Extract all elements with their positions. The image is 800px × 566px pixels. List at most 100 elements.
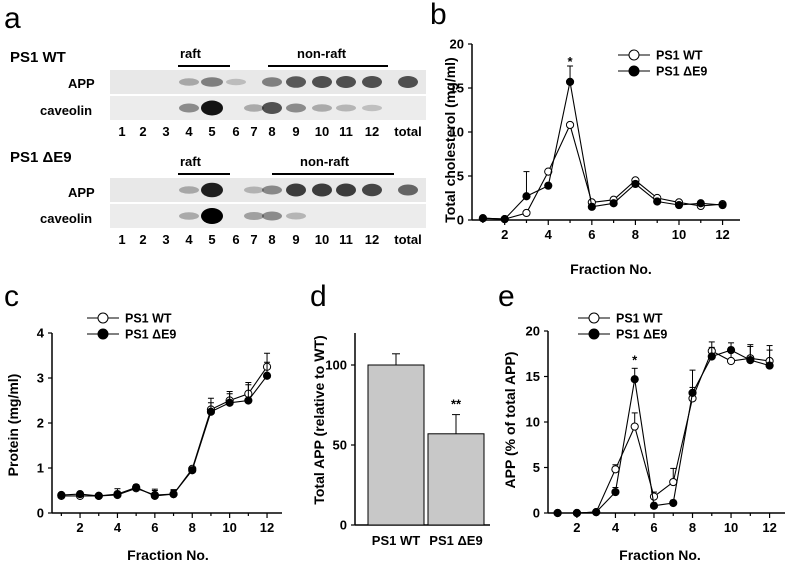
blot-band: [362, 183, 382, 197]
x-tick-label: 2: [76, 520, 83, 535]
blot-band: [244, 104, 264, 112]
lane-number: 4: [185, 232, 193, 247]
blot-band: [362, 104, 382, 112]
panel-letter-e: e: [498, 280, 515, 313]
data-point-filled: [587, 202, 596, 211]
blot-bands: [179, 76, 418, 88]
blot-band: [286, 103, 306, 113]
data-point-open: [522, 208, 531, 218]
lane-number: 1: [118, 232, 125, 247]
y-tick-label: 1: [37, 461, 44, 476]
blot-band: [262, 185, 282, 195]
legend-label: PS1 ΔE9: [125, 328, 176, 342]
x-tick-label: 12: [762, 520, 776, 535]
panel-letter-c: c: [4, 280, 19, 313]
blot-band: [262, 211, 282, 221]
data-point-filled: [188, 466, 197, 475]
x-tick-label: 8: [689, 520, 696, 535]
lane-numbers: 1 2 3 4 5 6 7 8 9 10 11 12 total: [118, 124, 421, 139]
data-point-filled: [669, 498, 678, 508]
y-tick-label: 15: [450, 81, 464, 96]
data-point-filled: [57, 490, 66, 500]
x-axis-title: Fraction No.: [619, 547, 701, 563]
lane-number: 9: [292, 232, 299, 247]
data-point-filled: [688, 388, 697, 397]
data-point-filled: [718, 200, 727, 210]
lane-number: 2: [139, 124, 146, 139]
x-tick-label: 2: [501, 227, 508, 242]
blot-band: [336, 104, 356, 112]
lane-number: 2: [139, 232, 146, 247]
series-line: [557, 349, 770, 514]
lane-number: 7: [250, 124, 257, 139]
bar: [367, 364, 425, 526]
series-line: [61, 366, 268, 497]
data-point-filled: [244, 396, 253, 405]
data-point-filled: [94, 491, 103, 500]
x-axis-title: Fraction No.: [570, 261, 652, 277]
x-tick-label: 6: [650, 520, 657, 535]
y-axis-title: Total cholesterol (mg/ml): [442, 57, 458, 222]
chart-plot-area: 0 5 10 15 20 2 4 6 8 10 12 * PS1 WT PS1 ΔE9: [450, 37, 740, 242]
legend-marker: [97, 328, 109, 340]
data-point-open: [669, 477, 678, 487]
blot-bands: [179, 208, 306, 224]
blot-band: [179, 186, 199, 194]
series-line: [557, 350, 770, 514]
chart-plot-area: 0 5 10 15 20 2 4 6 8 10 12 * PS1 WT PS1 ΔE9: [526, 312, 785, 535]
blot-band: [262, 102, 282, 114]
data-point-filled: [113, 490, 122, 499]
panel-d-total-app-chart: d Total APP (relative to WT) 0 50 100 PS1 W…: [310, 280, 490, 548]
blot-band: [398, 76, 418, 88]
lane-number: total: [394, 124, 421, 139]
lane-number: 3: [162, 232, 169, 247]
lane-number: total: [394, 232, 421, 247]
lane-number: 10: [315, 232, 329, 247]
legend-label: PS1 ΔE9: [616, 328, 667, 342]
lane-number: 7: [250, 232, 257, 247]
data-point-filled: [630, 375, 639, 384]
lane-number: 8: [268, 232, 275, 247]
data-point-filled: [707, 352, 716, 361]
data-point-filled: [553, 508, 562, 518]
y-tick-label: 3: [37, 371, 44, 386]
blot-row-label: APP: [68, 76, 95, 91]
data-point-open: [630, 422, 639, 431]
blot-band: [312, 183, 332, 197]
data-point-filled: [478, 214, 487, 223]
significance-marker: *: [632, 352, 638, 367]
significance-marker: *: [568, 54, 574, 69]
blot-row-label: caveolin: [40, 103, 92, 118]
y-tick-label: 0: [457, 213, 464, 228]
data-point-filled: [674, 200, 684, 210]
data-point-filled: [609, 199, 618, 208]
panel-letter-b: b: [430, 0, 447, 31]
lane-number: 5: [208, 124, 215, 139]
data-point-open: [649, 492, 659, 501]
data-point-filled: [522, 192, 531, 201]
blot-band: [286, 183, 306, 197]
lane-number: 6: [232, 232, 239, 247]
blot-band: [226, 78, 246, 86]
series-line: [61, 375, 268, 497]
data-point-filled: [746, 356, 755, 365]
data-point-filled: [544, 181, 553, 190]
y-tick-label: 10: [526, 415, 540, 430]
legend-label: PS1 ΔE9: [656, 65, 707, 79]
blot-band: [286, 76, 306, 88]
lane-number: 9: [292, 124, 299, 139]
x-tick-label: 10: [672, 227, 686, 242]
panel-b-cholesterol-chart: b Total cholesterol (mg/ml) Fraction No.…: [430, 0, 740, 277]
lane-number: 8: [268, 124, 275, 139]
panel-letter-d: d: [310, 280, 327, 313]
nonraft-label-wt: non-raft: [297, 46, 347, 61]
lane-number: 12: [365, 232, 379, 247]
data-point-filled: [169, 490, 178, 499]
blot-band: [312, 76, 332, 88]
blot-bands: [179, 182, 418, 198]
blot-band: [362, 76, 382, 88]
